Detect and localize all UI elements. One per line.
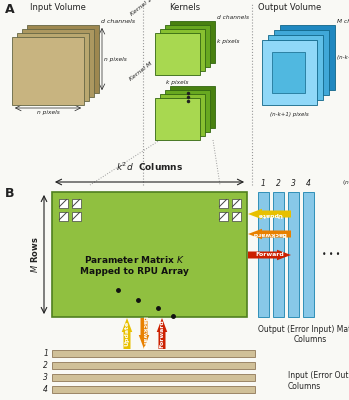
FancyArrow shape [248,229,291,239]
Text: $k^2d$  Columns: $k^2d$ Columns [116,160,183,173]
Text: Kernel 1: Kernel 1 [129,0,153,17]
Text: (n-k+1) pixels: (n-k+1) pixels [337,55,349,60]
Text: Output Volume: Output Volume [258,3,322,12]
Polygon shape [155,33,200,75]
Bar [231,198,240,208]
Text: 2: 2 [43,361,48,370]
Text: d channels: d channels [217,15,249,20]
Text: d channels: d channels [101,19,135,24]
Polygon shape [274,30,329,95]
FancyArrow shape [248,250,291,260]
Text: Kernels: Kernels [169,3,201,12]
Text: (n-k+1) pixels: (n-k+1) pixels [270,112,309,117]
Text: Input (Error Output) Matrix
Columns: Input (Error Output) Matrix Columns [288,371,349,391]
Bar [218,212,228,220]
Text: Update: Update [257,212,282,216]
Bar [218,198,228,208]
Text: Backward: Backward [252,232,287,236]
Text: Backward: Backward [141,316,147,351]
Polygon shape [160,29,205,71]
Text: B: B [5,187,15,200]
Polygon shape [165,25,210,67]
Polygon shape [17,33,89,101]
Bar [272,52,305,93]
FancyArrow shape [122,318,132,349]
Text: n pixels: n pixels [104,56,127,62]
Text: 1: 1 [261,179,266,188]
Text: Update: Update [125,321,129,346]
Text: M channels: M channels [337,19,349,24]
Text: 4: 4 [43,385,48,394]
Polygon shape [155,98,200,140]
Text: 3: 3 [291,179,296,188]
Bar [59,198,67,208]
Bar [258,192,269,317]
Polygon shape [280,25,335,90]
Text: Forward: Forward [159,319,164,348]
Text: k pixels: k pixels [166,80,189,85]
FancyArrow shape [157,318,167,349]
Text: Output (Error Input) Matrix
Columns: Output (Error Input) Matrix Columns [258,325,349,344]
Text: k pixels: k pixels [217,40,239,44]
Text: n pixels: n pixels [37,110,59,115]
Bar [52,362,255,369]
Polygon shape [262,40,317,105]
Text: 4: 4 [306,179,311,188]
Polygon shape [165,90,210,132]
Text: $(n{-}k{+}1)^2$: $(n{-}k{+}1)^2$ [342,178,349,188]
Text: A: A [5,3,15,16]
FancyArrow shape [248,209,291,219]
Bar [231,212,240,220]
Bar [303,192,314,317]
Polygon shape [22,29,94,97]
Bar [52,192,247,317]
Bar [59,212,67,220]
Text: 2: 2 [276,179,281,188]
Polygon shape [170,86,215,128]
Text: Parameter Matrix $\mathit{K}$
Mapped to RPU Array: Parameter Matrix $\mathit{K}$ Mapped to … [80,254,189,276]
Bar [72,212,81,220]
Bar [288,192,299,317]
Text: Kernel M: Kernel M [128,61,153,82]
Bar [72,198,81,208]
Polygon shape [12,37,84,105]
Text: Forward: Forward [255,252,284,258]
Bar [52,374,255,381]
Text: • • •: • • • [322,250,340,259]
Text: 3: 3 [43,373,48,382]
FancyArrow shape [139,318,149,349]
Bar [52,386,255,393]
Polygon shape [160,94,205,136]
Polygon shape [27,25,99,93]
Bar [52,350,255,357]
Polygon shape [268,35,323,100]
Text: $\mathit{M}$ Rows: $\mathit{M}$ Rows [29,236,39,273]
Text: Input Volume: Input Volume [30,3,86,12]
Text: 1: 1 [43,349,48,358]
Polygon shape [170,21,215,63]
Bar [273,192,284,317]
